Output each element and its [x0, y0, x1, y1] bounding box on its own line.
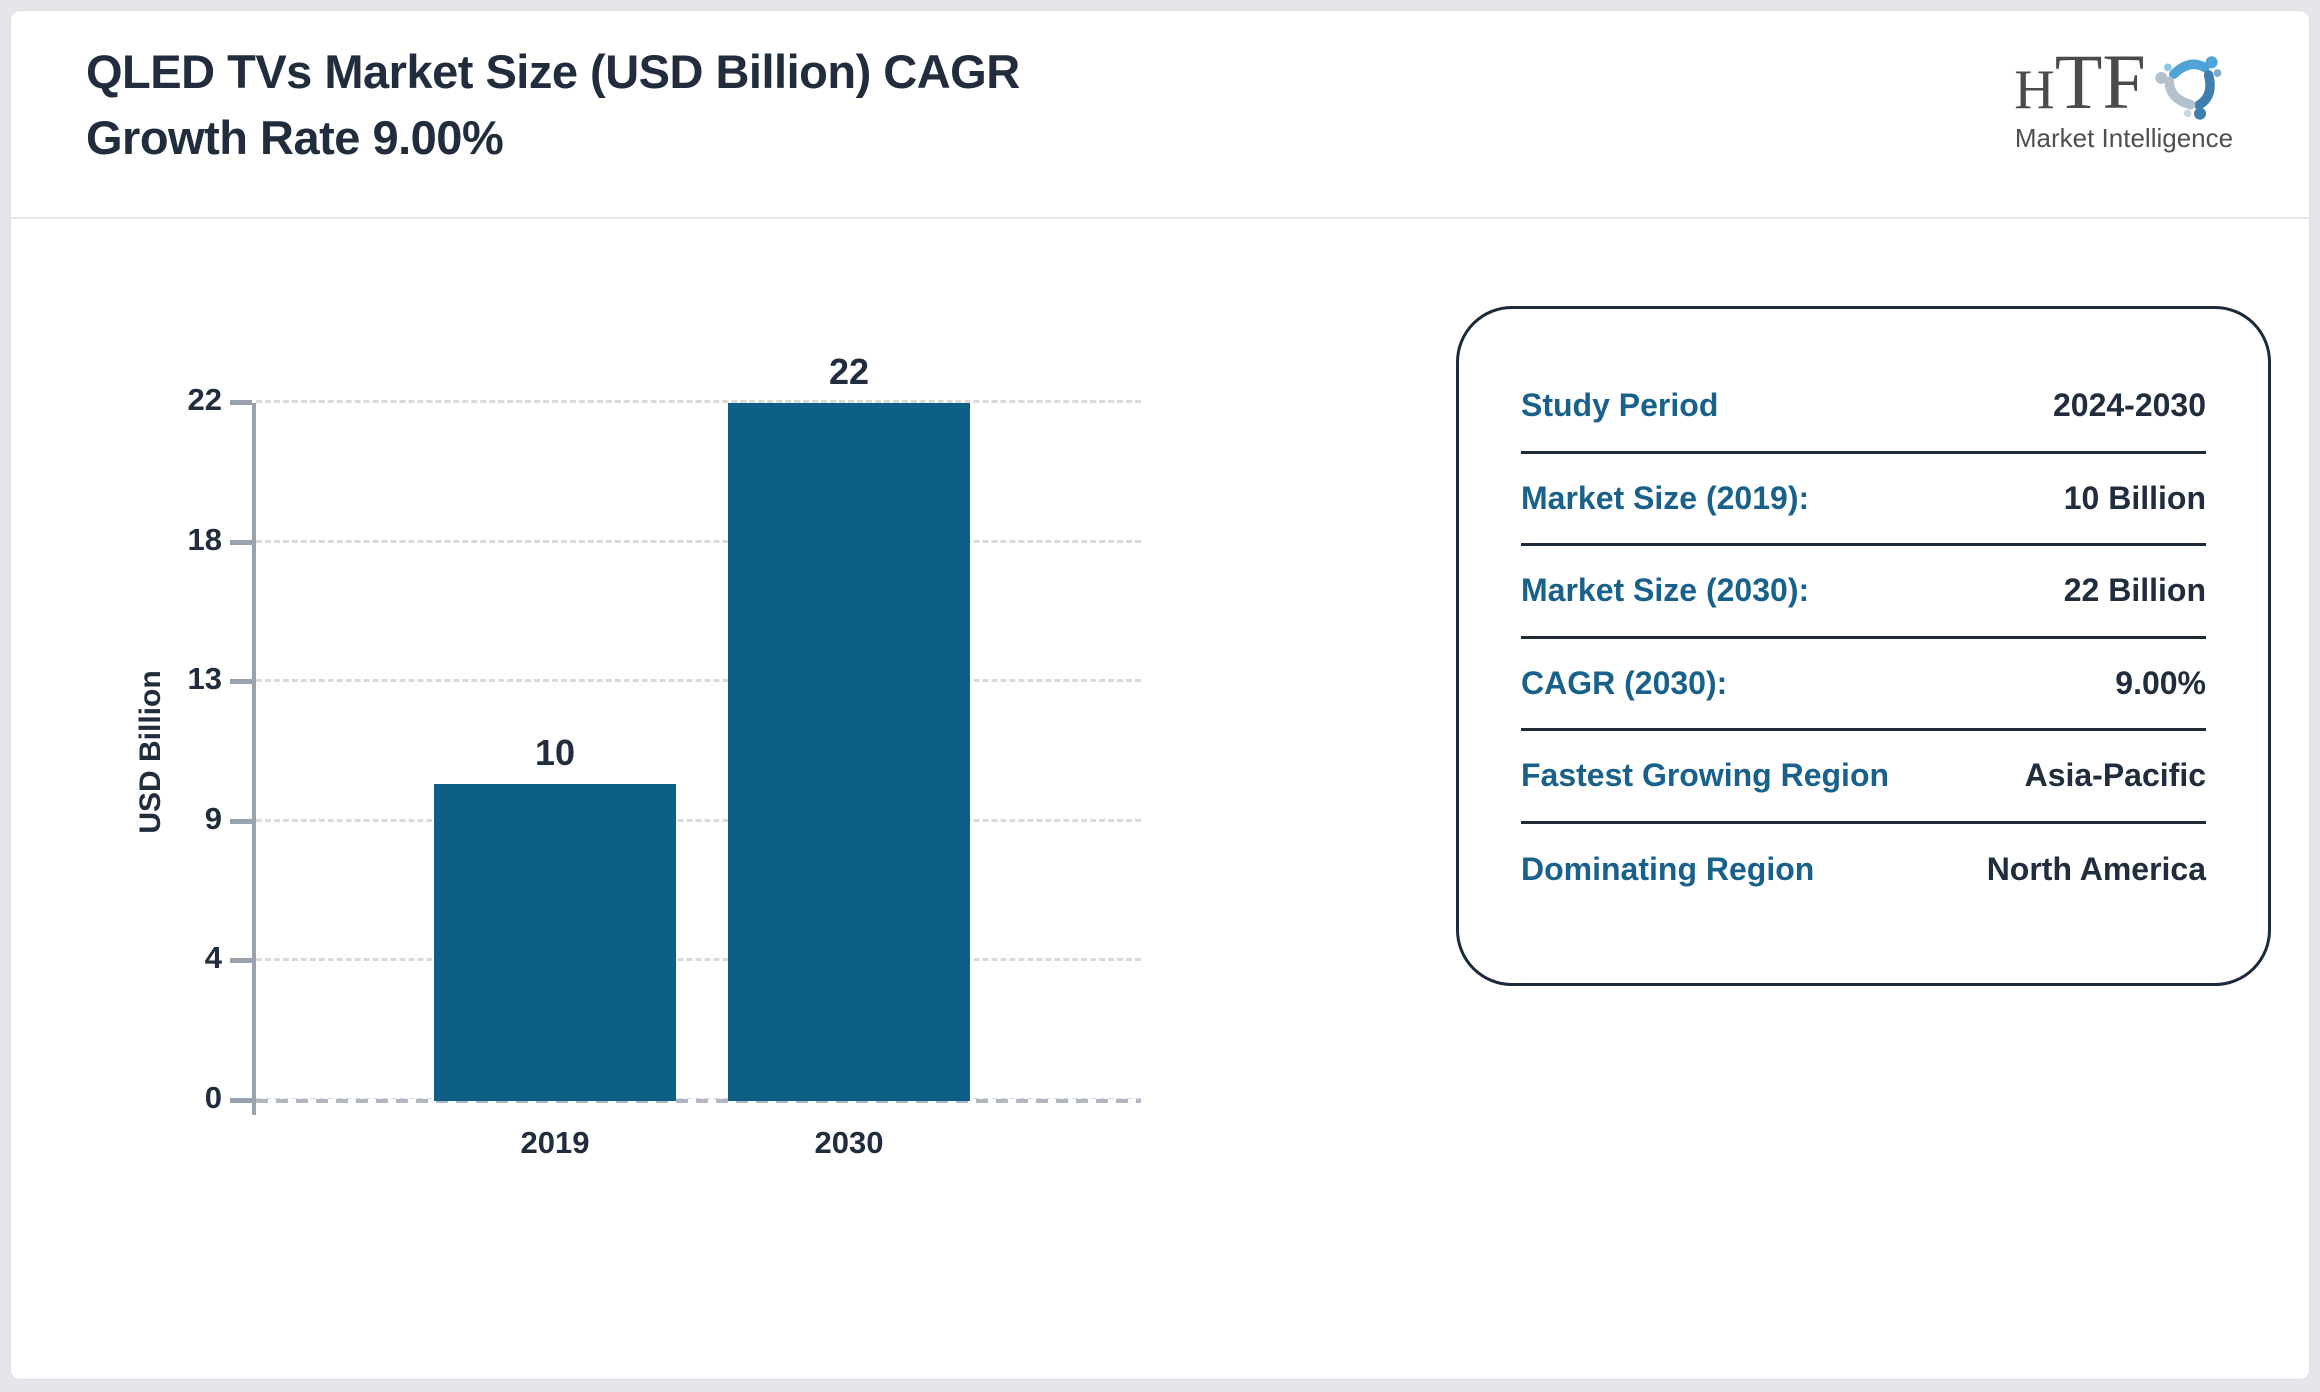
- y-tick-mark: [230, 818, 252, 824]
- bar-group-2019: 10: [434, 403, 676, 1101]
- report-card: QLED TVs Market Size (USD Billion) CAGR …: [10, 10, 2310, 1380]
- y-tick-mark: [230, 1098, 252, 1103]
- info-value: 10 Billion: [2063, 479, 2206, 516]
- htf-letter-f: F: [2102, 38, 2146, 125]
- info-row-market-size-2019: Market Size (2019): 10 Billion: [1521, 454, 2206, 546]
- gridline-18: 18: [188, 522, 1141, 557]
- htf-swirl-icon: [2155, 56, 2222, 120]
- info-row-dominating-region: Dominating Region North America: [1521, 824, 2206, 917]
- y-axis-line: [252, 403, 256, 1115]
- gridline-22: 22: [188, 382, 1141, 417]
- info-label: CAGR (2030):: [1521, 664, 1728, 701]
- page-title-line1: QLED TVs Market Size (USD Billion) CAGR: [86, 45, 1020, 98]
- info-row-cagr: CAGR (2030): 9.00%: [1521, 639, 2206, 731]
- info-value: North America: [1986, 851, 2206, 888]
- info-value: 2024-2030: [2052, 387, 2206, 424]
- x-tick-label-2019: 2019: [520, 1125, 590, 1160]
- gridline-13: 13: [188, 661, 1141, 696]
- y-tick-label: 9: [204, 800, 222, 836]
- y-tick-mark: [230, 400, 252, 405]
- page-title-line2: Growth Rate 9.00%: [86, 111, 504, 164]
- htf-letter-t: T: [2054, 38, 2103, 125]
- info-label: Fastest Growing Region: [1521, 757, 1890, 794]
- bar-value-2019: 10: [534, 731, 576, 773]
- y-tick-mark: [230, 679, 252, 685]
- info-label: Dominating Region: [1521, 851, 1815, 888]
- htf-logo-caption: Market Intelligence: [2014, 123, 2234, 153]
- info-value: 22 Billion: [2063, 572, 2206, 609]
- info-label: Market Size (2030):: [1521, 572, 1810, 609]
- page-title: QLED TVs Market Size (USD Billion) CAGR …: [86, 39, 1020, 171]
- htf-letter-h: H: [2014, 59, 2055, 121]
- bar-2019: [434, 783, 676, 1101]
- info-value: Asia-Pacific: [2024, 757, 2206, 794]
- y-tick-mark: [230, 539, 252, 545]
- info-row-fastest-growing-region: Fastest Growing Region Asia-Pacific: [1521, 731, 2206, 824]
- info-row-market-size-2030: Market Size (2030): 22 Billion: [1521, 546, 2206, 639]
- gridline-4: 4: [205, 940, 1141, 975]
- bar-2030: [728, 403, 970, 1101]
- info-label: Market Size (2019):: [1521, 479, 1810, 516]
- info-row-study-period: Study Period 2024-2030: [1521, 361, 2206, 454]
- bar-group-2030: 22: [728, 351, 970, 1101]
- x-tick-label-2030: 2030: [814, 1125, 884, 1160]
- y-tick-label: 4: [204, 940, 222, 976]
- y-tick-mark: [230, 958, 252, 964]
- gridline-9: 9: [205, 801, 1141, 836]
- y-tick-label: 0: [204, 1080, 222, 1115]
- y-tick-label: 13: [187, 661, 222, 697]
- x-axis-baseline: [256, 1099, 1141, 1103]
- y-tick-label: 18: [187, 521, 222, 557]
- header: QLED TVs Market Size (USD Billion) CAGR …: [11, 11, 2309, 219]
- summary-info-box: Study Period 2024-2030 Market Size (2019…: [1456, 306, 2271, 986]
- y-tick-label: 22: [187, 382, 222, 417]
- bar-value-2030: 22: [828, 351, 870, 392]
- info-value: 9.00%: [2115, 664, 2206, 701]
- bar-chart: USD Billion 22 18 13 9 4 0 10: [134, 351, 1141, 1160]
- info-label: Study Period: [1521, 387, 1719, 424]
